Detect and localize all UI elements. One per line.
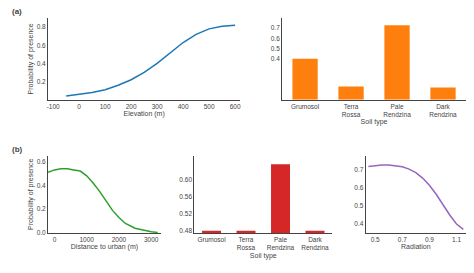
svg-text:0.5: 0.5 — [271, 45, 280, 52]
svg-text:Grumosol: Grumosol — [291, 103, 320, 110]
svg-text:0.56: 0.56 — [179, 193, 192, 200]
svg-text:Soil type: Soil type — [250, 252, 277, 260]
svg-text:-100: -100 — [47, 103, 60, 110]
svg-text:TerraRossa: TerraRossa — [342, 103, 361, 118]
svg-text:0.4: 0.4 — [271, 55, 280, 62]
svg-text:TerraRossa: TerraRossa — [237, 236, 256, 251]
svg-text:Grumosol: Grumosol — [197, 236, 226, 243]
svg-text:1.1: 1.1 — [452, 236, 461, 243]
svg-text:0.6: 0.6 — [37, 42, 46, 49]
svg-text:2000: 2000 — [112, 236, 127, 243]
svg-text:0.4: 0.4 — [37, 60, 46, 67]
svg-text:1000: 1000 — [79, 236, 94, 243]
svg-text:200: 200 — [126, 103, 137, 110]
svg-text:0.0: 0.0 — [37, 229, 46, 236]
svg-text:0: 0 — [53, 236, 57, 243]
svg-text:600: 600 — [230, 103, 241, 110]
svg-text:0.9: 0.9 — [425, 236, 434, 243]
svg-text:0.6: 0.6 — [37, 158, 46, 165]
svg-text:300: 300 — [152, 103, 163, 110]
svg-text:Radiation: Radiation — [401, 243, 431, 250]
svg-text:(b): (b) — [12, 145, 23, 154]
svg-text:100: 100 — [100, 103, 111, 110]
svg-text:Elevation (m): Elevation (m) — [124, 110, 165, 118]
svg-text:(a): (a) — [12, 7, 22, 16]
svg-text:Probability of presence: Probability of presence — [27, 159, 35, 230]
svg-text:0.6: 0.6 — [354, 184, 363, 191]
svg-text:0.7: 0.7 — [354, 166, 363, 173]
svg-text:0.8: 0.8 — [37, 23, 46, 30]
svg-text:0.6: 0.6 — [271, 35, 280, 42]
svg-text:3000: 3000 — [144, 236, 159, 243]
svg-text:0.52: 0.52 — [179, 210, 192, 217]
svg-text:Soil type: Soil type — [361, 118, 388, 126]
svg-text:0.48: 0.48 — [179, 227, 192, 234]
svg-text:PaleRendzina: PaleRendzina — [383, 103, 411, 118]
svg-text:Distance to urban (m): Distance to urban (m) — [71, 243, 138, 251]
svg-text:500: 500 — [204, 103, 215, 110]
svg-text:0: 0 — [77, 103, 81, 110]
svg-text:DarkRendzina: DarkRendzina — [301, 236, 329, 251]
svg-text:0.60: 0.60 — [179, 176, 192, 183]
svg-text:PaleRendzina: PaleRendzina — [267, 236, 295, 251]
svg-text:0.4: 0.4 — [354, 220, 363, 227]
svg-text:0.4: 0.4 — [37, 182, 46, 189]
svg-text:400: 400 — [178, 103, 189, 110]
svg-text:0.5: 0.5 — [354, 202, 363, 209]
svg-text:0.2: 0.2 — [37, 78, 46, 85]
svg-text:Probability of presence: Probability of presence — [27, 23, 35, 94]
svg-text:0.2: 0.2 — [37, 205, 46, 212]
svg-text:0.7: 0.7 — [398, 236, 407, 243]
svg-text:DarkRendzina: DarkRendzina — [429, 103, 457, 118]
svg-text:0.5: 0.5 — [371, 236, 380, 243]
svg-text:0.7: 0.7 — [271, 24, 280, 31]
